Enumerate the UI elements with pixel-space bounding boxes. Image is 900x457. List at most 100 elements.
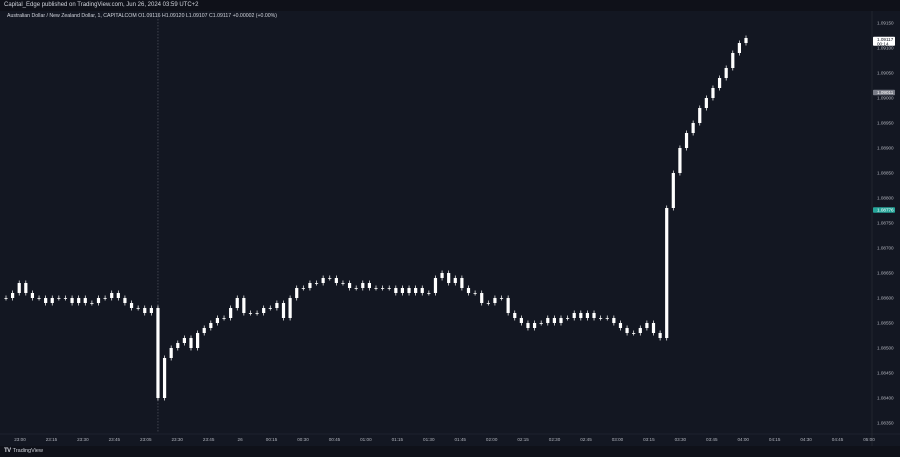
candle-body[interactable] xyxy=(354,288,358,289)
candle-body[interactable] xyxy=(453,278,457,283)
candle-body[interactable] xyxy=(347,283,352,288)
candle-body[interactable] xyxy=(433,278,438,293)
candle-body[interactable] xyxy=(651,323,656,333)
candle-body[interactable] xyxy=(678,148,682,173)
candle-body[interactable] xyxy=(268,308,272,309)
candle-body[interactable] xyxy=(248,313,253,314)
candle-body[interactable] xyxy=(149,308,153,313)
candle-body[interactable] xyxy=(57,298,61,299)
candle-body[interactable] xyxy=(63,298,68,299)
candle-body[interactable] xyxy=(466,288,471,293)
candle-body[interactable] xyxy=(17,283,21,293)
candle-body[interactable] xyxy=(400,288,405,293)
candle-body[interactable] xyxy=(513,313,517,318)
candle-body[interactable] xyxy=(381,288,385,289)
candle-body[interactable] xyxy=(103,298,107,299)
candle-body[interactable] xyxy=(229,308,233,318)
candle-body[interactable] xyxy=(665,208,669,338)
candle-body[interactable] xyxy=(724,68,728,78)
candle-body[interactable] xyxy=(116,293,120,298)
candle-body[interactable] xyxy=(691,123,695,133)
candle-body[interactable] xyxy=(295,288,299,298)
candle-body[interactable] xyxy=(684,133,689,148)
candle-body[interactable] xyxy=(209,323,213,328)
candle-body[interactable] xyxy=(572,313,576,318)
candle-body[interactable] xyxy=(123,298,127,303)
candle-body[interactable] xyxy=(387,288,391,289)
candle-body[interactable] xyxy=(77,298,81,303)
candle-body[interactable] xyxy=(698,108,702,123)
candle-body[interactable] xyxy=(579,313,583,318)
candle-body[interactable] xyxy=(447,273,451,283)
price-chart[interactable]: 1.09150 1.09100 1.09050 1.09000 1.08950 1.089… xyxy=(0,11,900,446)
candle-body[interactable] xyxy=(394,288,398,293)
candle-body[interactable] xyxy=(361,283,365,288)
candle-body[interactable] xyxy=(281,303,286,318)
candle-body[interactable] xyxy=(308,283,312,288)
candle-body[interactable] xyxy=(585,313,590,318)
candle-body[interactable] xyxy=(539,323,543,324)
candle-body[interactable] xyxy=(156,308,160,398)
candle-body[interactable] xyxy=(546,318,550,323)
candle-body[interactable] xyxy=(737,43,741,53)
candle-body[interactable] xyxy=(625,328,629,333)
candle-body[interactable] xyxy=(638,328,642,333)
candle-body[interactable] xyxy=(50,298,54,303)
candle-body[interactable] xyxy=(420,288,424,293)
candle-body[interactable] xyxy=(731,53,735,68)
candle-body[interactable] xyxy=(499,298,504,299)
candle-body[interactable] xyxy=(189,338,193,348)
candle-body[interactable] xyxy=(334,278,338,283)
candle-body[interactable] xyxy=(262,308,266,313)
candle-body[interactable] xyxy=(704,98,708,108)
candle-body[interactable] xyxy=(440,273,444,278)
candle-body[interactable] xyxy=(110,293,114,298)
candle-body[interactable] xyxy=(11,293,15,298)
candle-body[interactable] xyxy=(367,283,371,288)
candle-body[interactable] xyxy=(744,38,748,43)
candle-body[interactable] xyxy=(196,333,200,348)
candle-body[interactable] xyxy=(162,358,167,398)
candle-body[interactable] xyxy=(407,288,411,293)
candle-body[interactable] xyxy=(328,278,332,279)
candle-body[interactable] xyxy=(519,318,523,323)
candle-body[interactable] xyxy=(486,303,490,304)
candle-body[interactable] xyxy=(473,293,477,294)
candle-body[interactable] xyxy=(288,298,292,318)
candle-body[interactable] xyxy=(169,348,173,358)
candle-body[interactable] xyxy=(460,278,464,288)
candle-body[interactable] xyxy=(480,293,484,303)
candle-body[interactable] xyxy=(222,318,226,319)
candle-body[interactable] xyxy=(182,338,186,343)
candle-body[interactable] xyxy=(717,78,722,88)
candle-body[interactable] xyxy=(612,318,616,323)
candle-body[interactable] xyxy=(255,313,259,314)
candle-body[interactable] xyxy=(37,298,41,299)
candle-body[interactable] xyxy=(136,308,140,309)
candle-body[interactable] xyxy=(96,298,101,303)
candle-body[interactable] xyxy=(215,318,220,323)
candle-body[interactable] xyxy=(493,298,497,303)
candle-body[interactable] xyxy=(30,293,35,298)
candle-body[interactable] xyxy=(301,288,305,289)
candle-body[interactable] xyxy=(414,288,418,293)
candle-body[interactable] xyxy=(618,323,623,328)
candle-body[interactable] xyxy=(235,298,239,308)
candle-body[interactable] xyxy=(592,313,596,318)
candle-body[interactable] xyxy=(314,283,319,284)
candle-body[interactable] xyxy=(532,323,537,328)
candle-body[interactable] xyxy=(645,323,649,328)
candle-body[interactable] xyxy=(658,333,662,338)
candle-body[interactable] xyxy=(599,318,603,319)
candle-body[interactable] xyxy=(242,298,246,313)
candle-body[interactable] xyxy=(143,308,147,313)
candle-body[interactable] xyxy=(526,323,530,328)
candle-body[interactable] xyxy=(427,293,431,294)
candle-body[interactable] xyxy=(552,318,556,323)
candle-body[interactable] xyxy=(632,333,636,334)
candle-body[interactable] xyxy=(711,88,715,98)
candle-body[interactable] xyxy=(559,318,563,323)
candle-body[interactable] xyxy=(70,298,74,303)
candle-body[interactable] xyxy=(275,303,279,308)
candle-body[interactable] xyxy=(176,343,180,348)
